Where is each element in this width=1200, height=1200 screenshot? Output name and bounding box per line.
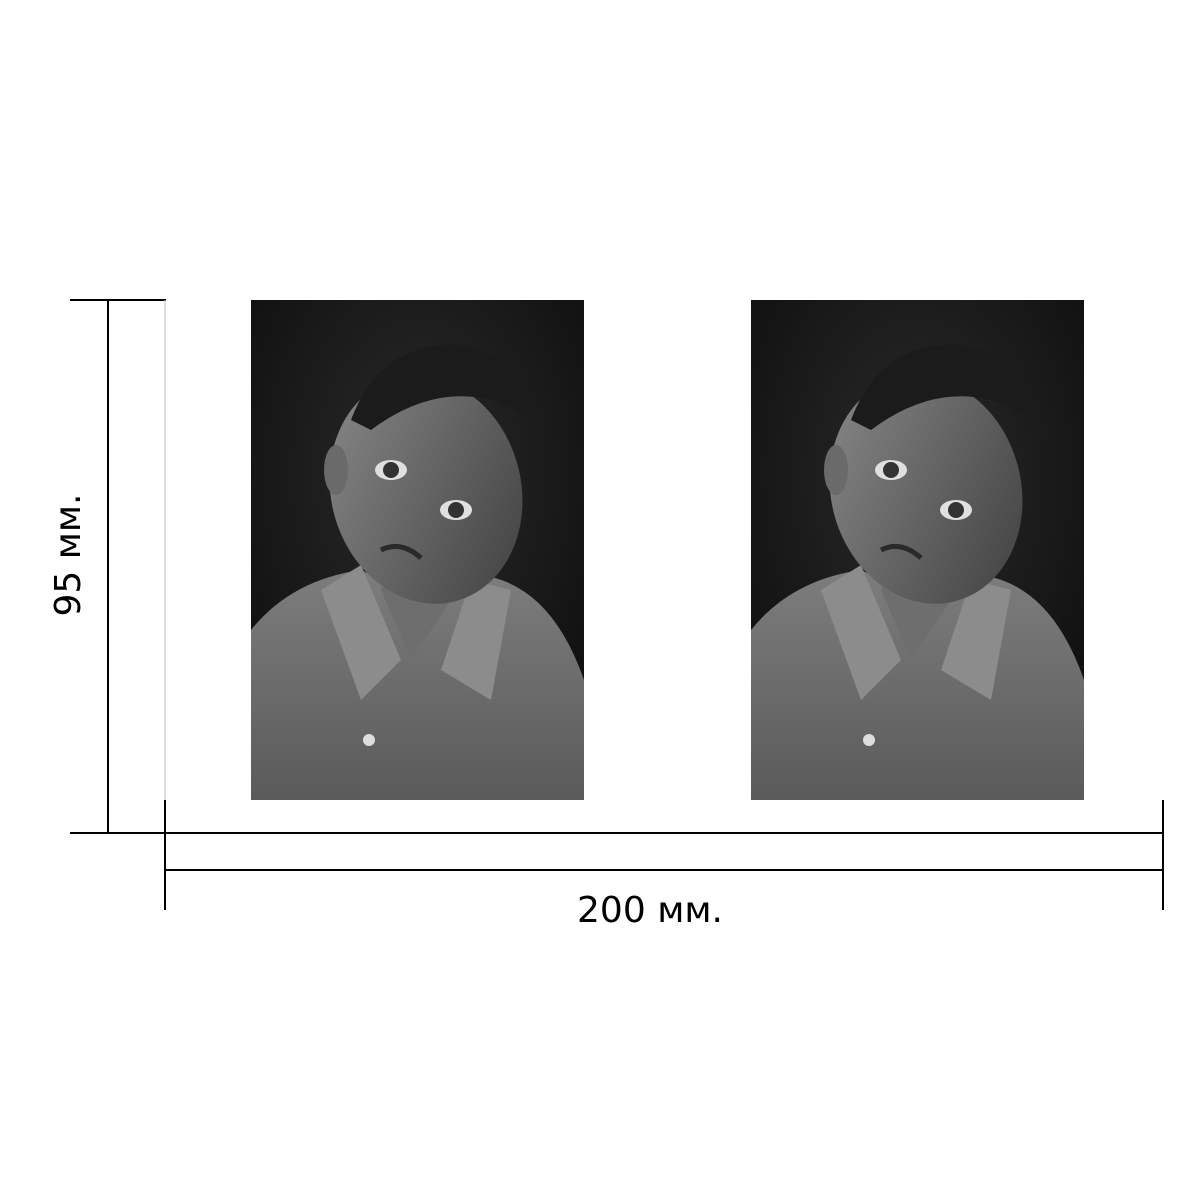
width-dimension	[164, 800, 1164, 910]
photo	[751, 300, 1084, 800]
width-label: 200 мм.	[577, 890, 723, 931]
photo	[251, 300, 584, 800]
height-dimension	[70, 299, 166, 834]
height-label: 95 мм.	[48, 493, 89, 616]
